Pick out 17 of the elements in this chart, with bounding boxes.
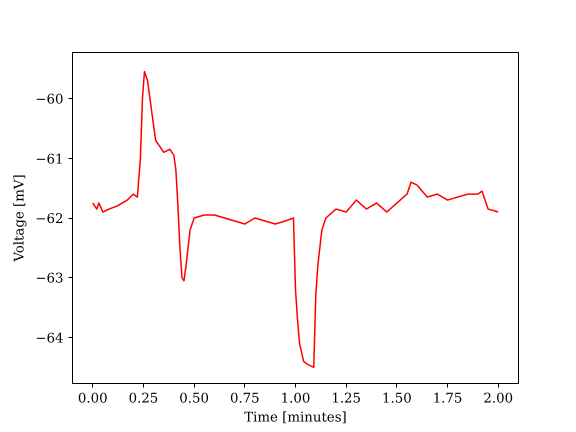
y-tick-label: −63: [35, 272, 64, 287]
x-tick-label: 0.25: [128, 392, 158, 406]
x-tick-label: 0.00: [78, 392, 108, 406]
y-axis-title: Voltage [mV]: [12, 174, 28, 263]
x-tick-label: 1.00: [280, 392, 310, 406]
x-tick-label: 2.00: [483, 392, 514, 406]
y-tick-label: −62: [35, 212, 64, 227]
y-tick-label: −64: [35, 331, 64, 346]
y-tick-label: −60: [35, 92, 64, 108]
x-axis-title: Time [minutes]: [244, 410, 347, 426]
line-series: [92, 70, 499, 368]
x-tick-label: 0.50: [179, 392, 209, 406]
x-tick-label: 1.75: [432, 392, 462, 406]
x-tick-label: 1.50: [382, 392, 412, 406]
x-tick-label: 1.25: [331, 392, 362, 406]
y-tick-label: −61: [35, 152, 64, 168]
x-tick-label: 0.75: [230, 392, 260, 406]
